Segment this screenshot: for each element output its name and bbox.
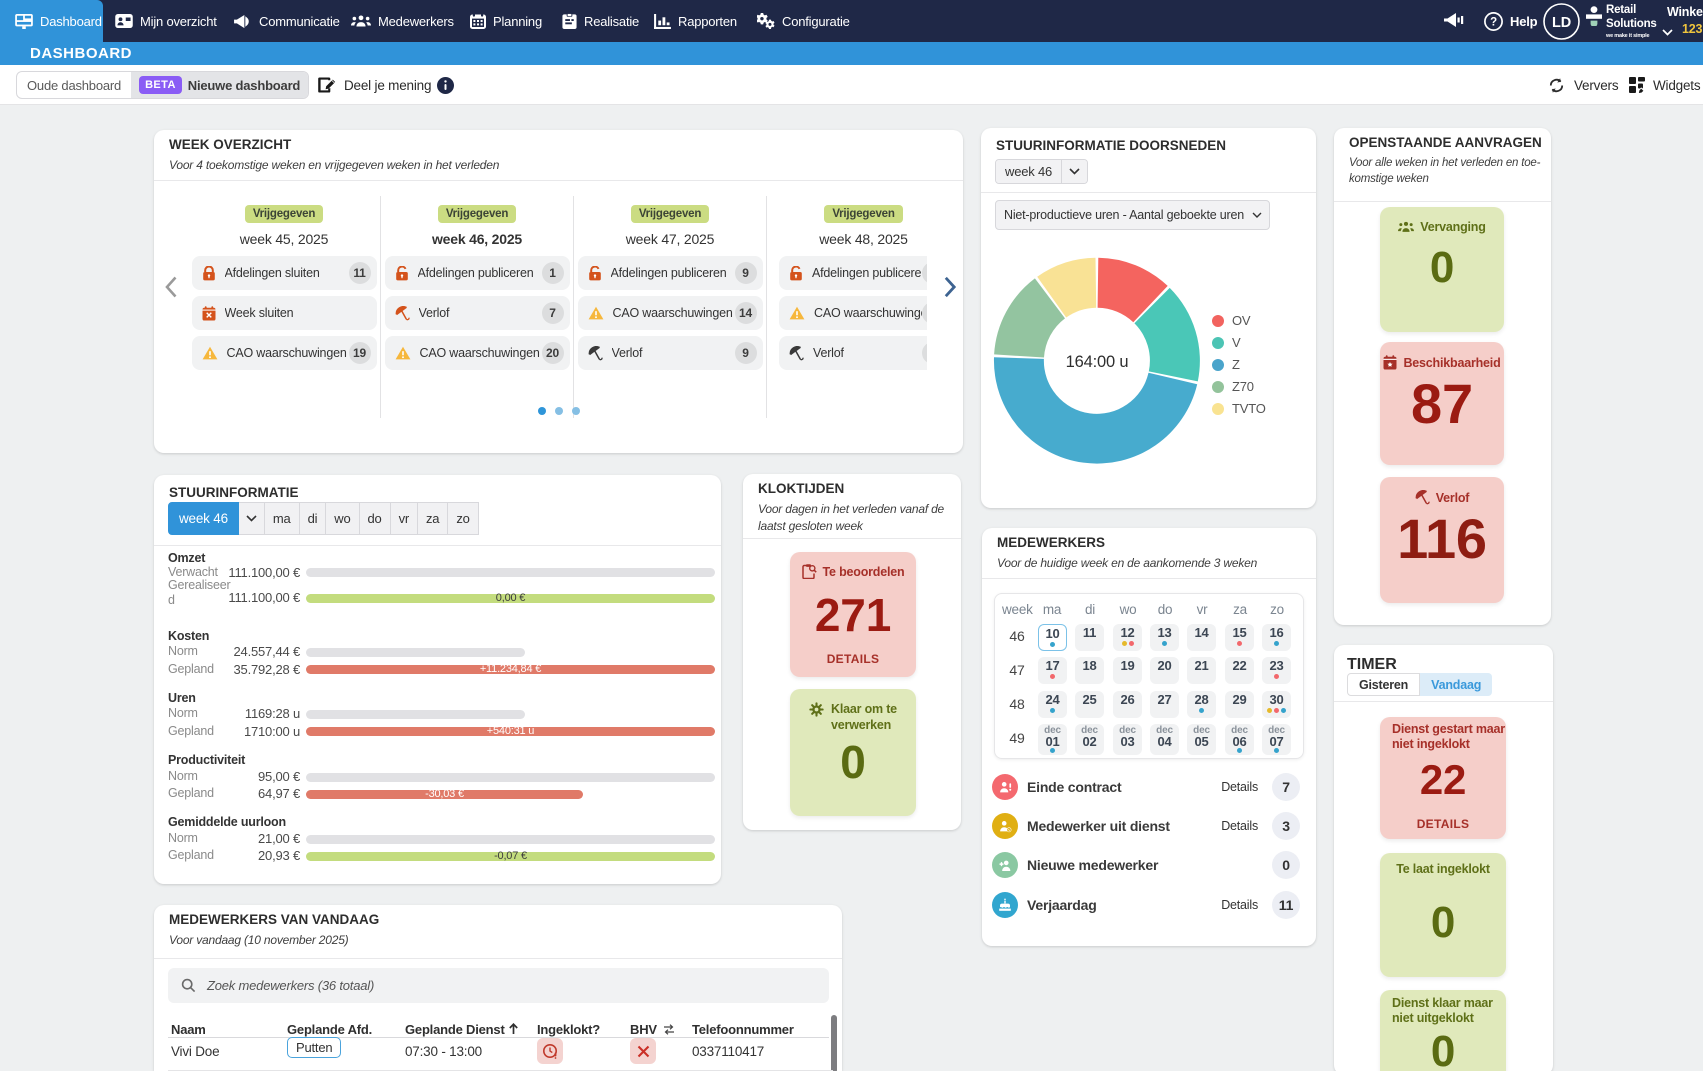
svg-text:LD: LD (1552, 15, 1571, 31)
svg-text:?: ? (1490, 16, 1497, 28)
